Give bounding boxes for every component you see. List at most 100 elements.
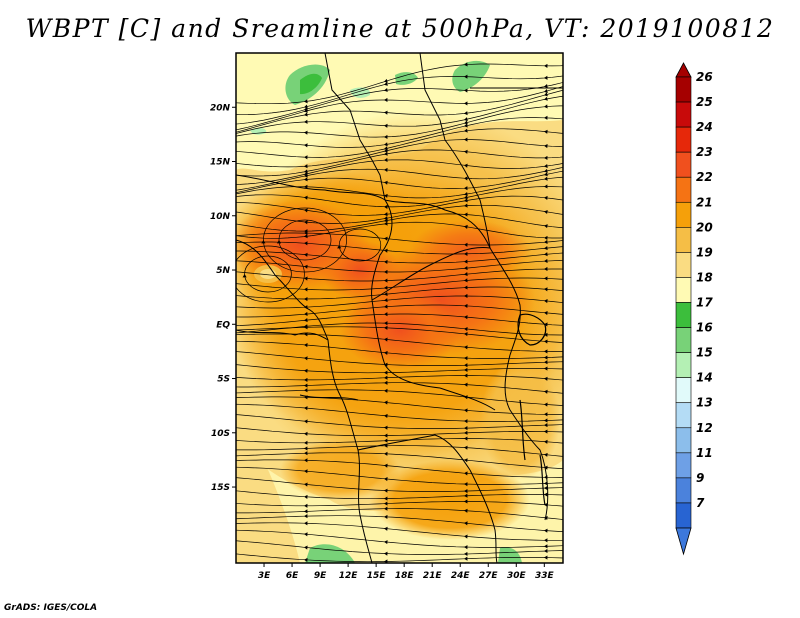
streamline-arrowhead [544,481,548,486]
colorbar-label: 13 [696,396,713,410]
lon-tick-label: 9E [314,571,327,581]
colorbar-label: 15 [696,346,713,360]
streamline-arrowhead [304,305,308,310]
streamline-arrowhead [544,538,548,543]
streamline-arrowhead [464,266,468,271]
streamline-arrowhead [304,264,308,269]
lon-tick-label: 21E [423,571,443,581]
streamline-arrowhead [544,423,548,428]
streamline [236,364,563,374]
streamline-arrowhead [464,242,468,247]
streamline-arrowhead [384,142,388,147]
streamline-arrowhead [464,198,468,203]
streamline-arrowhead [384,78,388,83]
streamline-arrowhead [384,337,388,342]
streamline [236,117,563,148]
streamline-arrowhead [464,395,468,400]
streamline-arrowhead [384,292,388,297]
streamline-arrowhead [304,343,308,348]
map-frame [235,52,564,564]
colorbar-swatch [675,377,692,404]
streamline-arrowhead [304,173,308,178]
streamline [236,176,563,199]
streamline-arrowhead [544,287,548,292]
streamline-arrowhead [304,241,308,246]
colorbar-swatch [675,352,692,378]
streamline-arrowhead [464,458,468,463]
streamline-arrowhead [464,493,468,498]
colorbar-swatch [675,101,692,128]
streamline-arrowhead [304,155,308,160]
streamline [236,522,563,541]
streamline-arrowhead [384,350,388,355]
colorbar-label: 20 [696,220,713,234]
colorbar-swatch [675,502,692,529]
streamline-arrowhead [464,120,468,125]
streamline-arrowhead [304,332,308,337]
streamline-arrowhead [464,508,468,513]
colorbar-swatch [675,427,692,454]
streamline-arrowhead [544,349,548,354]
colorbar-swatch [675,327,692,353]
streamline [236,82,563,125]
streamline-arrowhead [544,143,548,149]
colorbar-swatch [675,151,692,178]
colorbar-swatch [675,252,692,278]
streamline-arrowhead [304,108,308,113]
streamline-arrowhead [544,266,548,272]
streamline-arrowhead [384,304,388,309]
streamline-arrowhead [304,296,308,302]
streamline-arrowhead [304,567,307,571]
colorbar-label: 25 [696,95,713,109]
streamline-arrowhead [544,155,548,160]
lon-tick-label: 33E [535,571,555,581]
lon-tick-label: 18E [395,571,415,581]
streamline-arrowhead [304,419,308,424]
streamline-arrowhead [384,148,388,153]
streamline-arrowhead [384,97,388,102]
streamline-arrowhead [384,312,388,317]
streamline-arrowhead [261,240,266,244]
streamline-arrowhead [304,532,308,537]
streamline-arrowhead [304,482,308,487]
streamline-arrowhead [384,298,388,303]
streamline-arrowhead [464,488,468,494]
streamline-arrowhead [304,440,308,445]
streamline-arrowhead [544,115,548,120]
streamline [236,466,563,485]
streamline-arrowhead [544,276,548,281]
streamline-arrowhead [304,130,308,135]
lat-tick-label: 20N [210,103,231,113]
streamline [236,105,563,138]
lon-tick-label: 3E [258,571,271,581]
streamline-arrowhead [464,471,468,476]
streamline-arrowhead [304,406,308,411]
streamline-arrowhead [384,269,388,275]
streamline-arrowhead [544,429,548,434]
colorbar-swatch [675,477,692,504]
streamline-arrowhead [384,443,388,448]
streamline-arrowhead [384,248,388,253]
colorbar-label: 26 [696,70,713,84]
streamline-arrowhead [464,149,468,154]
streamline-arrowhead [464,285,468,290]
colorbar-label: 22 [696,170,713,184]
streamline-arrowhead [464,278,468,283]
streamline-arrowhead [464,363,468,368]
streamline-arrowhead [464,382,468,387]
streamline [232,565,568,570]
streamline-arrowhead [544,63,548,68]
streamline-arrowhead [464,426,468,431]
streamline-arrowhead [304,388,308,393]
streamline-arrowhead [464,212,468,217]
streamline-arrowhead [544,418,548,423]
streamline-arrowhead [384,488,388,493]
streamline-arrowhead [544,104,548,109]
streamline-arrowhead [384,278,388,283]
streamline-arrowhead [384,87,388,93]
streamline-arrowhead [544,465,548,470]
lat-tick-label: 5S [217,375,230,385]
streamline-arrowhead [544,555,548,560]
streamline-arrowhead [544,84,548,89]
streamline-arrowhead [464,203,468,208]
